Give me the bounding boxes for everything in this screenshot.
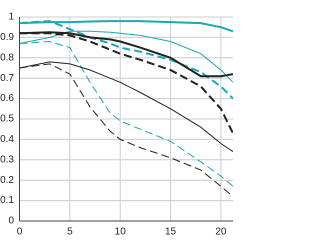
- y-tick-label: 0.5: [0, 114, 14, 125]
- line: [19, 20, 233, 33]
- line: [19, 31, 233, 78]
- chart: 00.10.20.30.40.50.60.70.80.910 5 10 15 20: [0, 12, 233, 237]
- y-tick-label: 0.2: [0, 175, 14, 186]
- y-tick-label: 0.4: [0, 134, 14, 145]
- y-tick-label: 0.9: [0, 32, 14, 43]
- y-tick-label: 0.6: [0, 93, 14, 104]
- x-tick-label: 20: [215, 227, 227, 237]
- x-tick-label: 0: [17, 227, 23, 237]
- x-tick-label: 5: [67, 227, 73, 237]
- y-tick-label: 1: [8, 12, 14, 23]
- y-tick-label: 0.7: [0, 73, 14, 84]
- line: [19, 63, 233, 197]
- line: [19, 61, 233, 153]
- x-tick-label: 10: [115, 227, 127, 237]
- line: [19, 30, 233, 83]
- y-tick-label: 0.1: [0, 195, 14, 206]
- line: [19, 40, 233, 187]
- x-tick-label: 15: [165, 227, 177, 237]
- y-tick-label: 0: [8, 216, 14, 227]
- y-tick-label: 0.3: [0, 154, 14, 165]
- line: [19, 32, 233, 134]
- y-tick-label: 0.8: [0, 52, 14, 63]
